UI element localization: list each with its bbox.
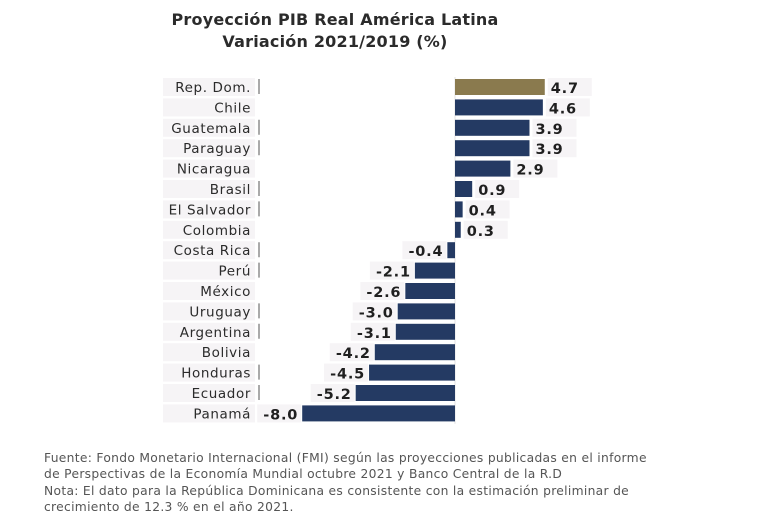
value-label: 4.6 [549,101,577,117]
category-label-bg [163,139,255,158]
value-label: -4.5 [330,367,365,383]
value-label-bg [532,139,577,158]
bar-chart: Rep. Dom. 4.7 Chile 4.6 Guatemala 3.9 Paraguay… [163,77,592,424]
category-label: Chile [214,100,251,116]
value-label: 3.9 [535,142,563,158]
value-label-bg [513,159,558,178]
value-label: 2.9 [516,163,544,179]
value-label: -3.1 [357,326,392,342]
category-label: Paraguay [183,141,251,157]
category-label: Panamá [193,406,251,422]
bar [455,140,530,157]
bar [369,364,455,381]
category-label-bg [163,363,255,382]
value-label-bg [545,98,590,117]
value-label: -2.1 [376,265,411,281]
value-label-bg [310,384,355,402]
bar [455,221,461,238]
value-label-bg [532,118,577,137]
chart-subtitle: Variación 2021/2019 (%) [222,32,448,51]
value-label-bg [475,180,520,198]
category-label: Costa Rica [174,243,251,259]
category-label-bg [163,98,255,117]
bar [397,303,455,320]
category-label-bg [163,384,255,402]
bar [455,201,463,218]
bar [405,283,455,299]
bar [414,262,455,279]
value-label: 4.7 [551,81,579,97]
category-label-bg [163,282,255,300]
value-label: -5.2 [317,387,352,403]
footnote-note-line-1: Nota: El dato para la República Dominica… [44,483,630,498]
footnote: Fuente: Fondo Monetario Internacional (F… [44,450,744,515]
bar [355,385,455,401]
bar [455,99,543,116]
category-label-bg [163,200,255,219]
value-label: -4.2 [336,346,371,362]
category-label: Uruguay [189,304,251,320]
bar [447,242,455,259]
category-label-bg [163,118,255,137]
footnote-note-line-2: crecimiento de 12.3 % en el año 2021. [44,499,294,514]
value-label-bg [369,261,414,280]
category-label: El Salvador [169,202,251,218]
value-label: 0.4 [469,203,497,219]
bar [455,119,530,136]
category-label-bg [163,302,255,321]
category-label-bg [163,241,255,260]
category-label: México [200,284,251,300]
category-label: Nicaragua [177,162,251,178]
value-label-bg [350,322,395,341]
bar [374,344,455,361]
category-label-bg [163,78,255,96]
category-label-bg [163,404,255,423]
category-label-bg [163,180,255,198]
bar [302,405,455,422]
category-label: Colombia [183,223,251,239]
value-label: -0.4 [408,244,443,260]
footnote-source-line-1: Fuente: Fondo Monetario Internacional (F… [44,451,647,465]
bar [395,323,455,340]
category-label: Rep. Dom. [175,80,251,96]
category-label: Bolivia [202,345,251,361]
category-label-bg [163,261,255,280]
value-label-bg [360,282,405,300]
category-label: Argentina [180,325,251,341]
value-label: 0.9 [478,183,506,199]
value-label-bg [402,241,447,260]
category-label: Perú [219,264,251,280]
category-label: Brasil [210,182,251,198]
value-label: 0.3 [467,224,495,240]
value-label: -2.6 [366,285,401,301]
category-label-bg [163,159,255,178]
chart-title: Proyección PIB Real América Latina [171,10,499,29]
value-label-bg [547,78,592,96]
category-label-bg [163,343,255,362]
value-label-bg [257,404,302,423]
footnote-source-line-2: de Perspectivas de la Economía Mundial o… [44,467,563,482]
value-label-bg [463,220,508,239]
value-label-bg [352,302,397,321]
bar [455,79,545,95]
category-label: Honduras [181,366,251,382]
category-label-bg [163,322,255,341]
category-label: Guatemala [171,121,251,137]
value-label: 3.9 [535,122,563,138]
category-label-bg [163,220,255,239]
value-label: -3.0 [359,305,394,321]
bar [455,181,473,197]
value-label-bg [465,200,510,219]
value-label-bg [329,343,374,362]
category-label: Ecuador [192,386,251,402]
bar [455,160,511,177]
value-label-bg [324,363,369,382]
value-label: -8.0 [263,407,298,423]
